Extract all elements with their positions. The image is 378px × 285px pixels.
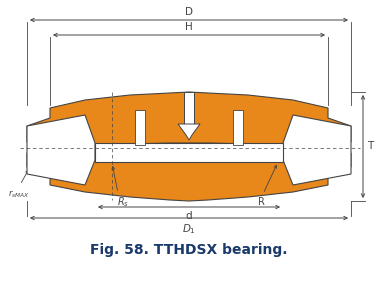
Text: H: H bbox=[185, 22, 193, 32]
Polygon shape bbox=[178, 124, 200, 140]
Polygon shape bbox=[283, 115, 351, 185]
Text: T: T bbox=[367, 141, 373, 151]
Text: D: D bbox=[185, 7, 193, 17]
Polygon shape bbox=[27, 115, 95, 185]
Bar bbox=[184, 92, 194, 124]
Polygon shape bbox=[27, 153, 351, 201]
Bar bbox=[135, 110, 145, 145]
Text: $D_1$: $D_1$ bbox=[182, 222, 196, 236]
Bar bbox=[95, 143, 283, 162]
Text: $R_s$: $R_s$ bbox=[117, 195, 129, 209]
Text: R: R bbox=[258, 197, 265, 207]
Text: d: d bbox=[186, 211, 192, 221]
Text: Fig. 58. TTHDSX bearing.: Fig. 58. TTHDSX bearing. bbox=[90, 243, 288, 257]
Text: $r_{sMAX}$: $r_{sMAX}$ bbox=[8, 188, 30, 200]
Polygon shape bbox=[27, 92, 351, 146]
Bar bbox=[233, 110, 243, 145]
